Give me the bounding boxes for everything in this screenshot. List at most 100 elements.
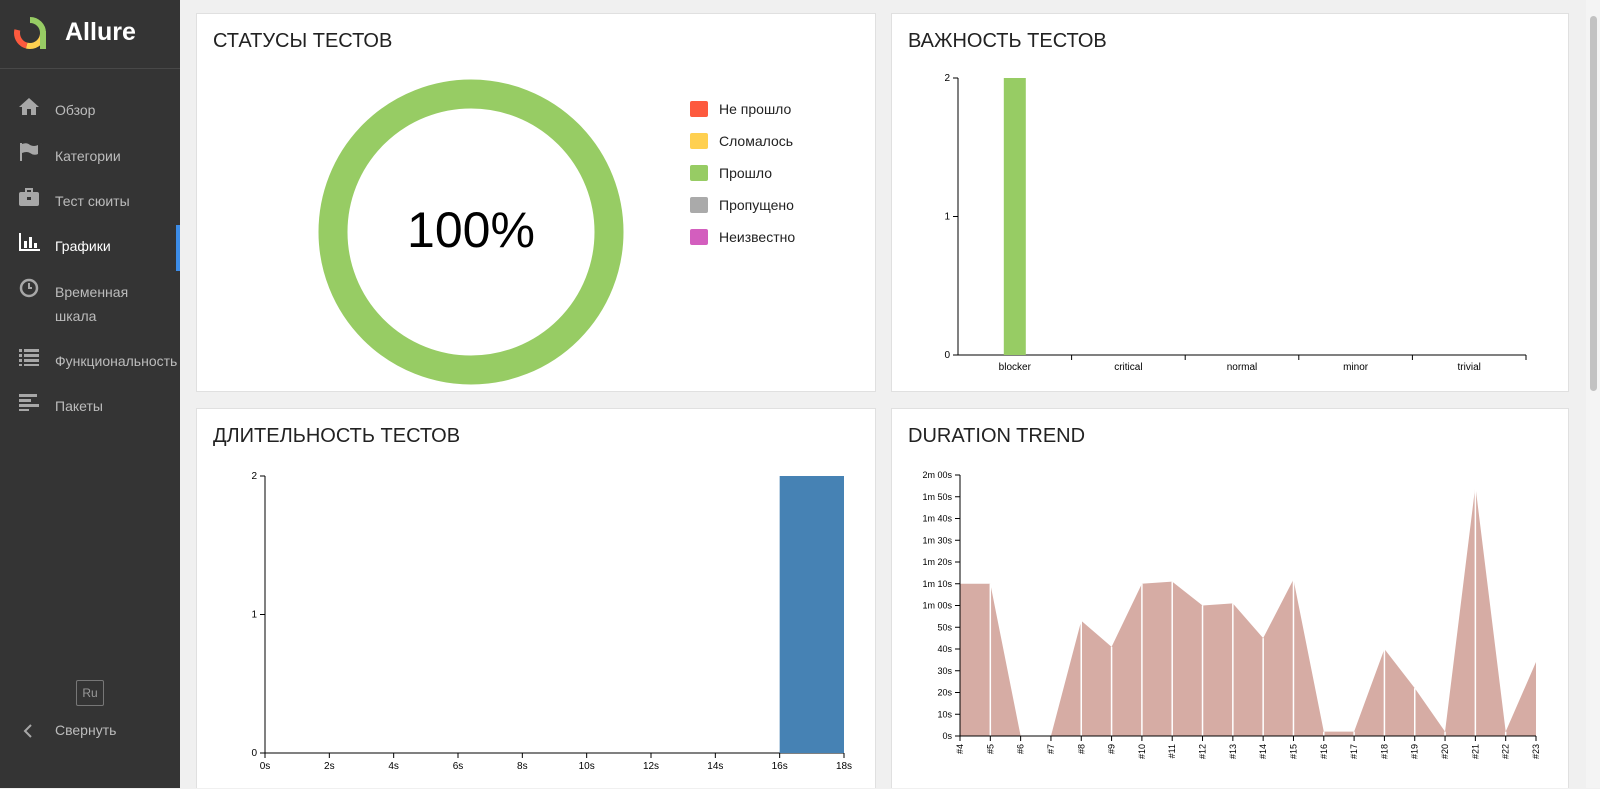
y-tick-label: 1m 40s xyxy=(922,514,952,524)
x-tick-label: 4s xyxy=(388,761,399,772)
widget-duration: ДЛИТЕЛЬНОСТЬ ТЕСТОВ 0 1 2 0s 2s 4s 6s 8s 10s 12s 1… xyxy=(196,408,876,788)
scrollbar-thumb[interactable] xyxy=(1590,16,1597,391)
y-tick-label: 1 xyxy=(251,610,257,621)
sidebar-item-label: Временная шкала xyxy=(55,284,129,324)
x-tick-label: #10 xyxy=(1137,744,1147,759)
status-donut: 100% xyxy=(318,79,624,385)
x-tick-label: #23 xyxy=(1531,744,1541,759)
legend-label: Пропущено xyxy=(719,197,794,213)
sidebar-item-label: Графики xyxy=(55,238,111,254)
y-tick-label: 1m 10s xyxy=(922,579,952,589)
sidebar-item-timeline[interactable]: Временная шкала xyxy=(0,278,180,328)
y-tick-label: 10s xyxy=(937,709,952,719)
y-tick-label: 0s xyxy=(942,731,952,741)
list-icon xyxy=(19,349,39,366)
y-tick-label: 40s xyxy=(937,644,952,654)
x-tick-label: #14 xyxy=(1258,744,1268,759)
duration-chart: 0 1 2 0s 2s 4s 6s 8s 10s 12s 14s 16s 18s xyxy=(251,471,852,772)
sidebar-item-label: Пакеты xyxy=(55,398,103,414)
sidebar-item-label: Категории xyxy=(55,148,121,164)
duration-bar xyxy=(779,476,844,753)
y-tick-label: 0 xyxy=(251,748,257,759)
widget-duration-trend: DURATION TREND 0s 10s 20s 30s 40s 50s 1m 00s 1m… xyxy=(891,408,1569,788)
sidebar-item-label: Обзор xyxy=(55,102,96,118)
collapse-button[interactable]: Свернуть xyxy=(0,720,180,744)
y-tick-label: 1m 20s xyxy=(922,557,952,567)
briefcase-icon xyxy=(19,188,39,206)
widget-severity: ВАЖНОСТЬ ТЕСТОВ 0 1 2 blocker critical normal… xyxy=(891,13,1569,392)
x-tick-label: 0s xyxy=(260,761,271,772)
x-tick-label: #13 xyxy=(1228,744,1238,759)
x-tick-label: #20 xyxy=(1440,744,1450,759)
legend-swatch xyxy=(690,133,708,149)
x-tick-label: #4 xyxy=(955,744,965,754)
x-tick-label: #17 xyxy=(1349,744,1359,759)
align-left-icon xyxy=(19,394,39,411)
home-icon xyxy=(19,98,39,115)
y-tick-label: 1 xyxy=(944,212,950,223)
y-tick-label: 20s xyxy=(937,688,952,698)
x-tick-label: #6 xyxy=(1016,744,1026,754)
sidebar-item-label: Тест сюиты xyxy=(55,193,130,209)
x-tick-label: 10s xyxy=(579,761,595,772)
x-tick-label: #21 xyxy=(1470,744,1480,759)
x-tick-label: 18s xyxy=(836,761,852,772)
y-tick-label: 1m 00s xyxy=(922,601,952,611)
y-tick-label: 50s xyxy=(937,622,952,632)
severity-chart: 0 1 2 blocker critical normal minor trivial xyxy=(944,73,1527,373)
x-tick-label: 12s xyxy=(643,761,659,772)
legend-swatch xyxy=(690,229,708,245)
x-tick-label: 8s xyxy=(517,761,528,772)
x-tick-label: #16 xyxy=(1319,744,1329,759)
widget-statuses: СТАТУСЫ ТЕСТОВ 100% Не прошло Сломалось … xyxy=(196,13,876,392)
x-tick-label: #11 xyxy=(1167,744,1177,758)
x-tick-label: blocker xyxy=(999,362,1032,373)
active-indicator xyxy=(176,225,180,271)
brand[interactable]: Allure xyxy=(0,0,180,69)
donut-center-label: 100% xyxy=(407,202,535,258)
x-tick-label: #8 xyxy=(1076,744,1086,754)
legend-label: Сломалось xyxy=(719,133,794,149)
x-tick-label: 2s xyxy=(324,761,335,772)
x-tick-label: #18 xyxy=(1379,744,1389,759)
language-button[interactable]: Ru xyxy=(76,680,104,706)
legend-swatch xyxy=(690,165,708,181)
widget-title: ДЛИТЕЛЬНОСТЬ ТЕСТОВ xyxy=(213,425,461,447)
y-tick-label: 2 xyxy=(944,73,950,84)
x-tick-label: #7 xyxy=(1046,744,1056,754)
bar-chart-icon xyxy=(19,233,40,251)
x-tick-label: critical xyxy=(1114,362,1142,373)
y-tick-label: 2 xyxy=(251,471,257,482)
allure-logo-icon xyxy=(14,17,46,49)
sidebar: Allure Обзор Категории Тест сюиты Графи xyxy=(0,0,180,788)
x-tick-label: 16s xyxy=(772,761,788,772)
y-tick-label: 1m 50s xyxy=(922,492,952,502)
brand-name: Allure xyxy=(65,18,136,46)
trend-area xyxy=(960,485,1536,736)
clock-icon xyxy=(19,278,39,298)
x-tick-label: #12 xyxy=(1198,744,1208,759)
legend-swatch xyxy=(690,197,708,213)
chevron-left-icon xyxy=(23,724,32,738)
widget-title: СТАТУСЫ ТЕСТОВ xyxy=(213,30,393,52)
y-tick-label: 30s xyxy=(937,666,952,676)
x-tick-label: #9 xyxy=(1107,744,1117,754)
y-tick-label: 0 xyxy=(944,350,950,361)
x-tick-label: 14s xyxy=(707,761,723,772)
legend-swatch xyxy=(690,101,708,117)
collapse-label: Свернуть xyxy=(55,722,117,738)
widget-title: DURATION TREND xyxy=(908,425,1086,447)
x-tick-label: #22 xyxy=(1501,744,1511,759)
legend-label: Не прошло xyxy=(719,101,792,117)
scrollbar[interactable] xyxy=(1586,0,1600,788)
duration-trend-chart: 0s 10s 20s 30s 40s 50s 1m 00s 1m 10s 1m 20s 1m 30… xyxy=(922,470,1541,759)
legend-label: Прошло xyxy=(719,165,772,181)
flag-icon xyxy=(20,143,38,161)
x-tick-label: #19 xyxy=(1410,744,1420,759)
x-tick-label: 6s xyxy=(453,761,464,772)
donut-ring-passed xyxy=(318,79,624,385)
x-tick-label: #5 xyxy=(985,744,995,754)
x-tick-label: #15 xyxy=(1288,744,1298,759)
sidebar-item-label: Функциональность xyxy=(55,353,178,369)
legend-label: Неизвестно xyxy=(719,229,796,245)
